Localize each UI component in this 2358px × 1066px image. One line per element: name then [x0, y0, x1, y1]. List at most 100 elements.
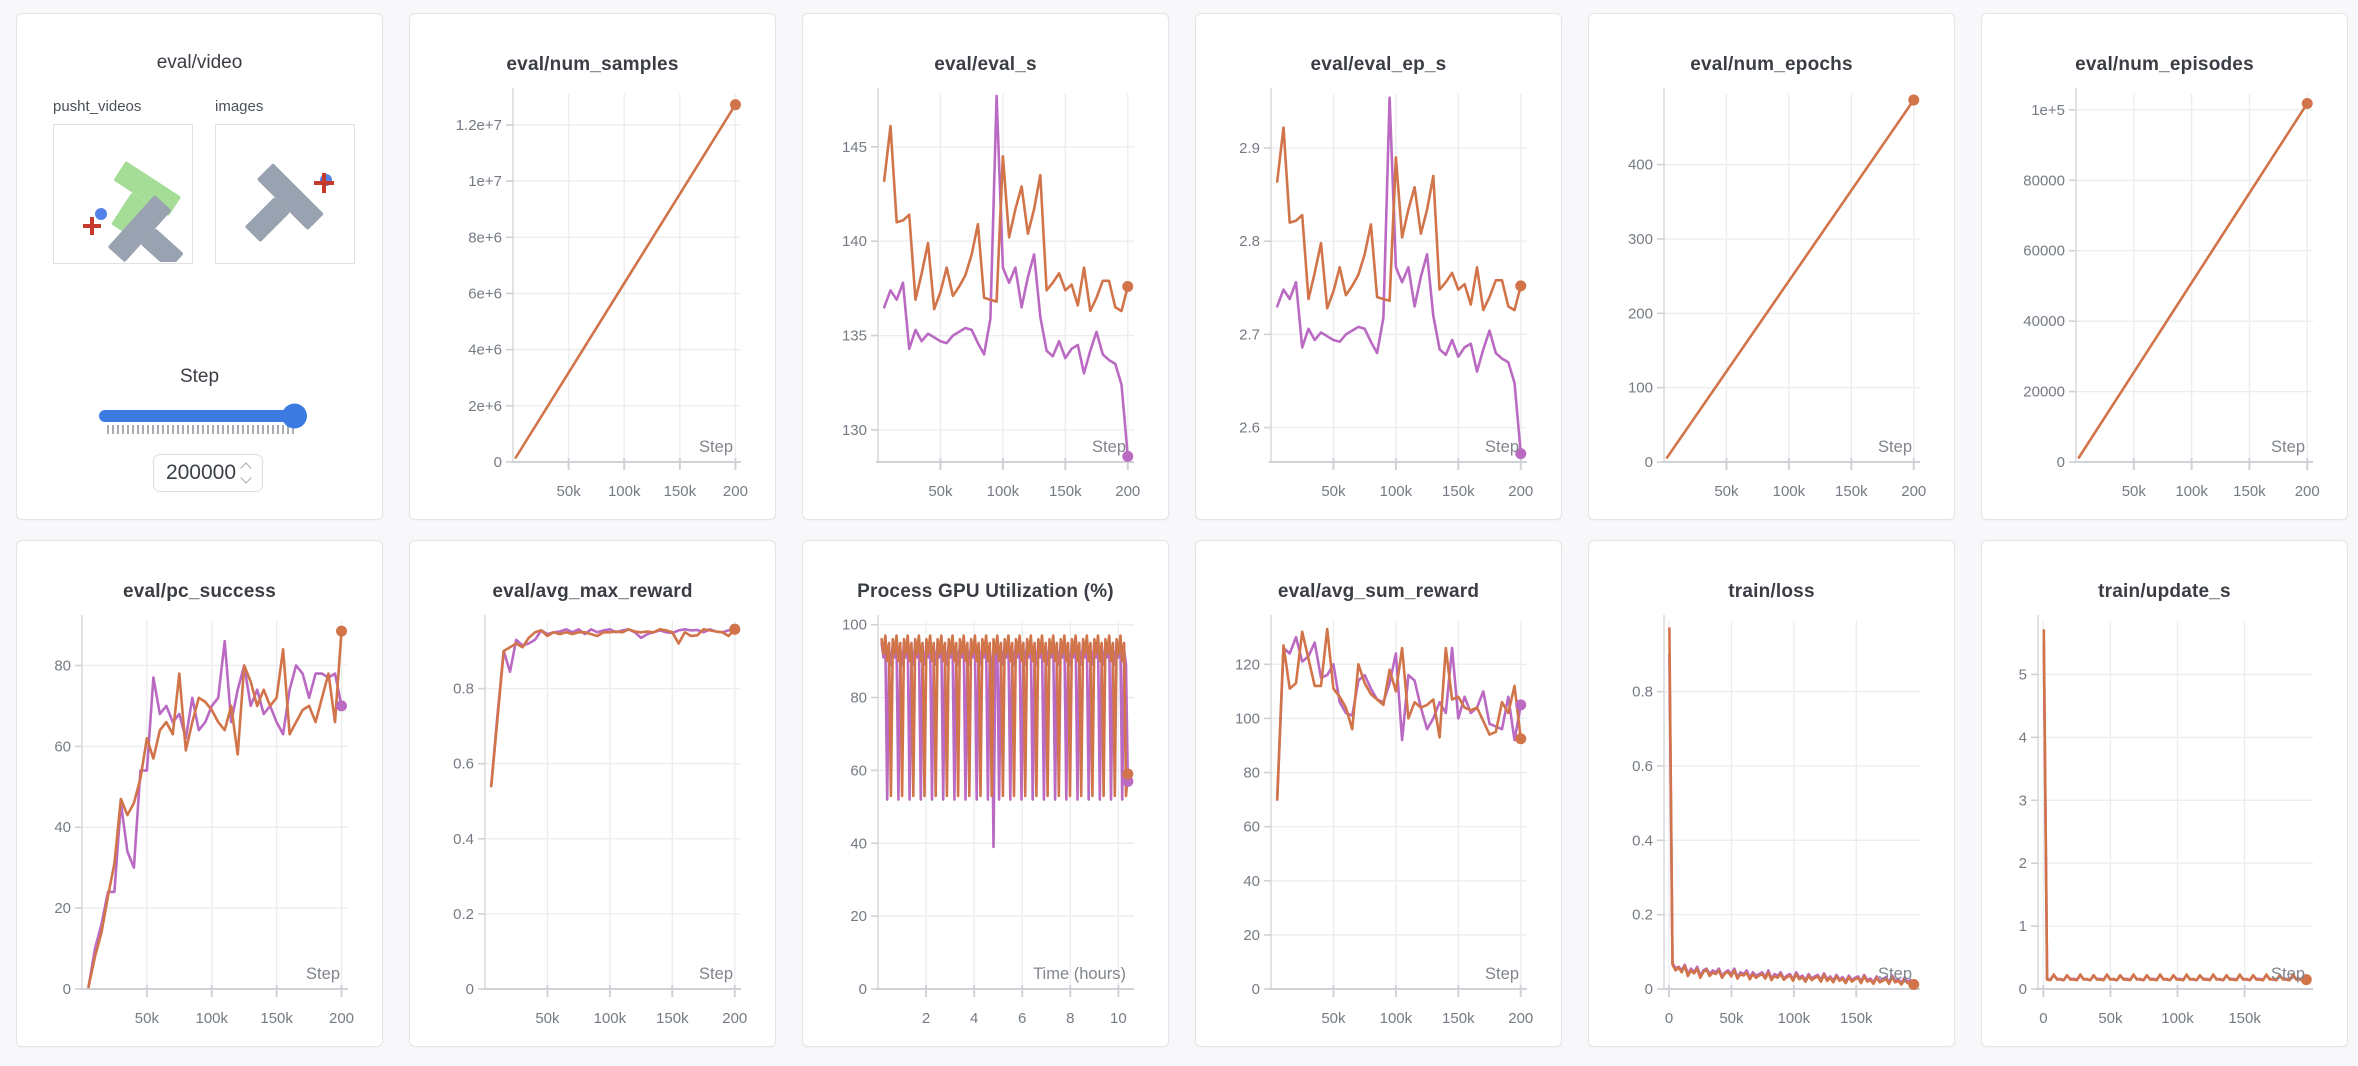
- svg-text:20: 20: [54, 900, 71, 917]
- chart-title: eval/num_epochs: [1690, 54, 1853, 75]
- svg-text:Step: Step: [2271, 965, 2305, 983]
- svg-text:20000: 20000: [2023, 384, 2065, 401]
- line-chart-eval-num-epochs[interactable]: 0 100 200 300 400 50k 100k 150k 200 Step: [1589, 78, 1954, 519]
- series-run-purple: [87, 639, 343, 989]
- svg-text:50k: 50k: [1321, 1010, 1346, 1027]
- svg-text:0: 0: [1252, 981, 1260, 998]
- series-run-purple: [882, 94, 1130, 458]
- chart-canvas: 0 2e+6 4e+6 6e+6 8e+6 1e+7 1.2e+7 50k 100k 150k 20…: [456, 88, 748, 500]
- images-figure: images: [215, 98, 355, 264]
- svg-text:200: 200: [329, 1010, 354, 1027]
- slider-thumb[interactable]: [282, 403, 307, 429]
- svg-text:0: 0: [466, 981, 474, 998]
- panel-eval-avg-max-reward: eval/avg_max_reward 0 0.2 0.4 0.6 0.8 50k 100k…: [409, 540, 776, 1047]
- chart-canvas: 0 20 40 60 80 100 120 50k 100k 150k 200 Step: [1235, 615, 1533, 1027]
- chart-canvas: 0 20000 40000 60000 80000 1e+5 50k 100k 150k 200 S…: [2023, 88, 2320, 500]
- svg-text:135: 135: [842, 328, 867, 345]
- svg-text:10: 10: [1110, 1010, 1127, 1027]
- step-value[interactable]: 200000: [165, 461, 237, 484]
- pusht-video-thumbnail[interactable]: [53, 124, 193, 270]
- chart-canvas: 0 20 40 60 80 50k 100k 150k 200 Step: [54, 615, 354, 1027]
- svg-text:200: 200: [1508, 1010, 1533, 1027]
- series-run-orange: [1668, 627, 1916, 986]
- svg-text:150k: 150k: [2228, 1010, 2261, 1027]
- svg-text:130: 130: [842, 422, 867, 439]
- series-run-orange: [2042, 629, 2308, 982]
- chart-title: eval/avg_sum_reward: [1277, 581, 1480, 602]
- svg-text:0.4: 0.4: [1632, 832, 1653, 849]
- svg-text:40: 40: [1243, 873, 1260, 890]
- panel-eval-num-samples: eval/num_samples 0 2e+6 4e+6 6e+6 8e+6 1e+7 1.…: [409, 13, 776, 520]
- svg-text:100k: 100k: [1773, 483, 1806, 500]
- chart-canvas: 0 100 200 300 400 50k 100k 150k 200 Step: [1628, 88, 1926, 500]
- svg-text:200: 200: [723, 483, 748, 500]
- svg-text:100k: 100k: [1380, 483, 1413, 500]
- svg-text:50k: 50k: [1719, 1010, 1744, 1027]
- svg-text:60: 60: [850, 762, 867, 779]
- series-run-orange: [489, 627, 737, 788]
- svg-text:120: 120: [1235, 656, 1260, 673]
- svg-text:100k: 100k: [2175, 483, 2208, 500]
- svg-text:1: 1: [2019, 918, 2027, 935]
- line-chart-train-loss[interactable]: 0 0.2 0.4 0.6 0.8 0 50k 100k 150k Step: [1589, 605, 1954, 1046]
- svg-text:60: 60: [54, 738, 71, 755]
- chart-canvas: 130 135 140 145 50k 100k 150k 200 Step: [842, 88, 1140, 500]
- step-value-input[interactable]: 200000: [153, 454, 263, 492]
- pusht-env-render: [83, 161, 183, 270]
- line-chart-train-update-s[interactable]: 0 1 2 3 4 5 0 50k 100k 150k Step: [1982, 605, 2347, 1046]
- svg-text:20: 20: [850, 908, 867, 925]
- svg-text:150k: 150k: [656, 1010, 689, 1027]
- line-chart-process-gpu-utilization[interactable]: 0 20 40 60 80 100 2 4 6 8 10 Time (hours): [803, 605, 1168, 1046]
- svg-text:80: 80: [850, 690, 867, 707]
- image-thumbnail[interactable]: [215, 124, 355, 264]
- svg-text:1e+5: 1e+5: [2031, 102, 2065, 119]
- svg-text:40: 40: [850, 835, 867, 852]
- step-slider[interactable]: [99, 403, 307, 434]
- line-chart-eval-pc-success[interactable]: 0 20 40 60 80 50k 100k 150k 200 Step: [17, 605, 382, 1046]
- svg-text:20: 20: [1243, 927, 1260, 944]
- line-chart-eval-num-samples[interactable]: 0 2e+6 4e+6 6e+6 8e+6 1e+7 1.2e+7 50k 100k 150k 20…: [410, 78, 775, 519]
- line-chart-eval-eval-s[interactable]: 130 135 140 145 50k 100k 150k 200 Step: [803, 78, 1168, 519]
- svg-text:Step: Step: [699, 438, 733, 456]
- svg-text:Time (hours): Time (hours): [1033, 965, 1126, 983]
- svg-text:0.4: 0.4: [453, 831, 474, 848]
- svg-text:50k: 50k: [2122, 483, 2147, 500]
- line-chart-eval-avg-max-reward[interactable]: 0 0.2 0.4 0.6 0.8 50k 100k 150k 200 Step: [410, 605, 775, 1046]
- svg-text:0: 0: [494, 454, 502, 471]
- svg-text:3: 3: [2019, 792, 2027, 809]
- svg-text:Step: Step: [306, 965, 340, 983]
- line-chart-eval-avg-sum-reward[interactable]: 0 20 40 60 80 100 120 50k 100k 150k 200 Step: [1196, 605, 1561, 1046]
- svg-text:0.8: 0.8: [453, 681, 474, 698]
- series-run-orange: [1275, 126, 1523, 312]
- svg-text:0: 0: [2057, 454, 2065, 471]
- svg-text:0: 0: [859, 981, 867, 998]
- svg-text:0.8: 0.8: [1632, 684, 1653, 701]
- line-chart-eval-eval-ep-s[interactable]: 2.6 2.7 2.8 2.9 50k 100k 150k 200 Step: [1196, 78, 1561, 519]
- svg-text:2: 2: [2019, 855, 2027, 872]
- pusht-videos-figure: pusht_videos: [53, 98, 193, 270]
- svg-text:60: 60: [1243, 819, 1260, 836]
- svg-text:2.9: 2.9: [1239, 140, 1260, 157]
- svg-text:0: 0: [2019, 981, 2027, 998]
- svg-text:Step: Step: [2271, 438, 2305, 456]
- stepper-down-icon[interactable]: [240, 472, 252, 484]
- svg-text:0: 0: [2039, 1010, 2047, 1027]
- svg-text:200: 200: [1628, 305, 1653, 322]
- chart-title: train/update_s: [2098, 581, 2231, 602]
- series-run-orange: [87, 629, 343, 989]
- svg-text:50k: 50k: [535, 1010, 560, 1027]
- slider-track[interactable]: [99, 403, 307, 429]
- step-slider-label: Step: [179, 366, 220, 387]
- number-stepper[interactable]: [240, 462, 252, 484]
- svg-text:Step: Step: [1092, 438, 1126, 456]
- chart-title: eval/pc_success: [122, 581, 276, 602]
- svg-text:100k: 100k: [608, 483, 641, 500]
- line-chart-eval-num-episodes[interactable]: 0 20000 40000 60000 80000 1e+5 50k 100k 150k 200 S…: [1982, 78, 2347, 519]
- series-run-purple: [2042, 641, 2308, 982]
- svg-text:2.7: 2.7: [1239, 326, 1260, 343]
- panel-eval-eval-s: eval/eval_s 130 135 140 145 50k 100k 150k 200 St…: [802, 13, 1169, 520]
- chart-canvas: 2.6 2.7 2.8 2.9 50k 100k 150k 200 Step: [1239, 88, 1533, 500]
- svg-text:40: 40: [54, 819, 71, 836]
- svg-text:200: 200: [1115, 483, 1140, 500]
- svg-text:Step: Step: [699, 965, 733, 983]
